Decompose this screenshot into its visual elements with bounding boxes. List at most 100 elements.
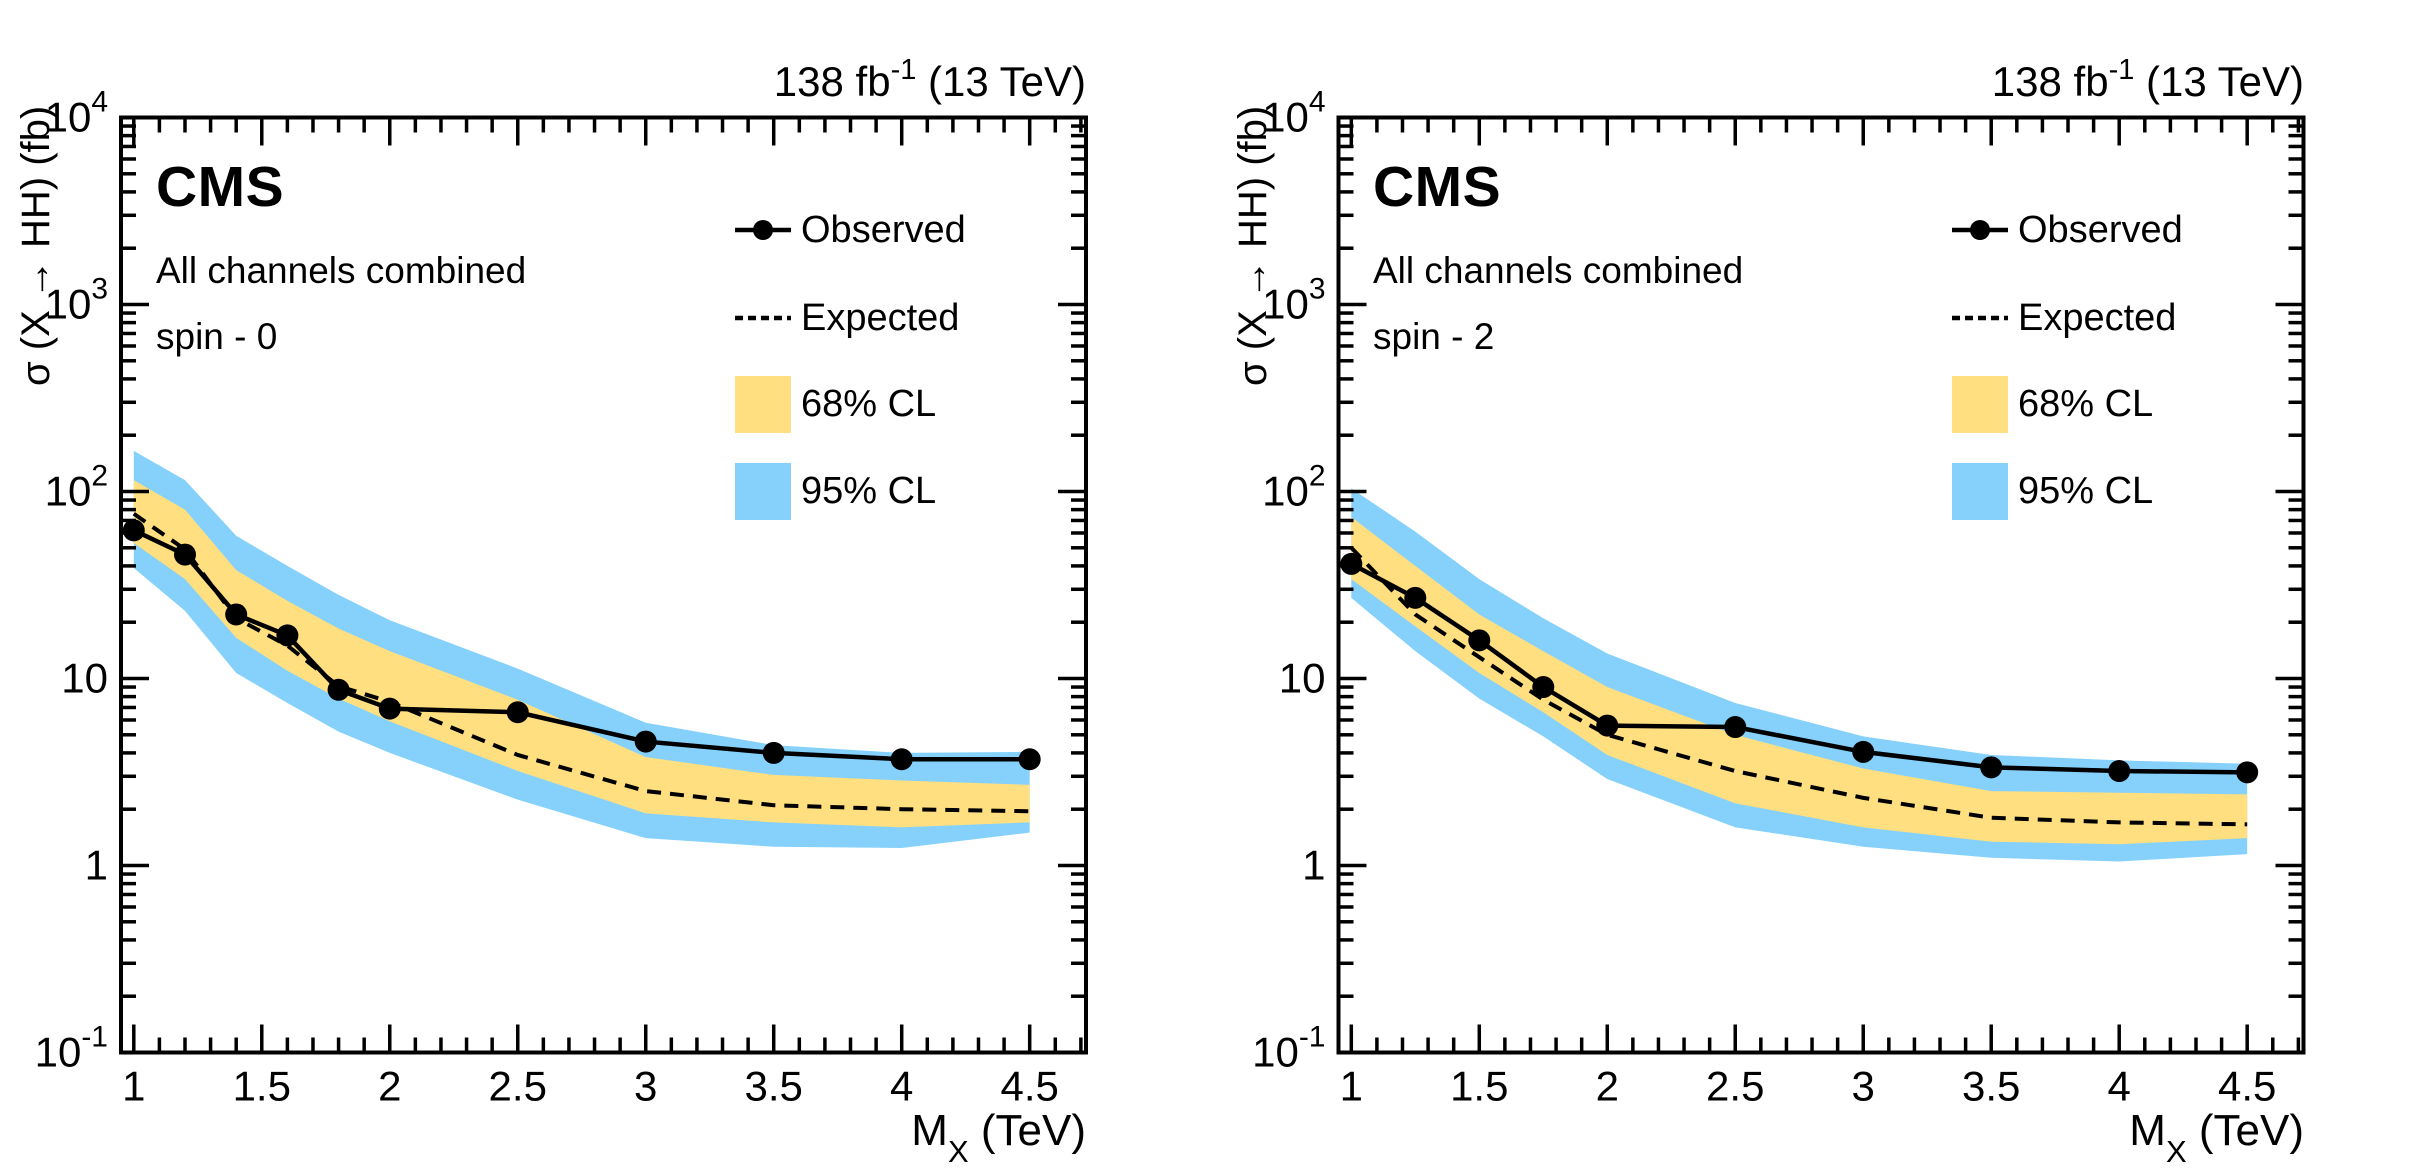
observed-marker	[1596, 714, 1619, 737]
y-tick-label: 102	[45, 460, 108, 515]
y-axis-title: σ (X → HH) (fb)	[14, 105, 58, 386]
lumi-energy: (13 TeV)	[916, 58, 1086, 105]
legend-label-observed: Observed	[801, 208, 966, 251]
observed-marker	[634, 730, 657, 753]
y-tick-label: 103	[1262, 273, 1325, 328]
y-tick-label: 1	[85, 842, 108, 889]
spin-label: spin - 0	[156, 316, 278, 357]
observed-sample-icon	[1952, 220, 2008, 240]
y-tick-label: 10	[1279, 655, 1326, 702]
x-tick-label: 4.5	[2218, 1063, 2276, 1110]
spin-label: spin - 2	[1373, 316, 1495, 357]
x-axis-subscript: X	[2165, 1133, 2187, 1169]
band-95-swatch-icon	[1952, 462, 2008, 520]
legend-item-95cl: 95% CL	[1952, 461, 2153, 521]
y-tick-label: 104	[1262, 86, 1325, 141]
x-tick-label: 4	[890, 1063, 913, 1110]
legend-label-observed: Observed	[2018, 208, 2183, 251]
observed-marker	[1018, 748, 1041, 771]
x-tick-label: 1.5	[233, 1063, 291, 1110]
legend-item-95cl: 95% CL	[735, 461, 936, 521]
legend-label-expected: Expected	[2018, 296, 2177, 339]
lumi-value: 138 fb	[1991, 58, 2109, 105]
observed-marker	[173, 543, 196, 566]
lumi-exponent: -1	[2108, 54, 2135, 86]
y-tick-label: 1	[1302, 842, 1325, 889]
observed-marker	[327, 678, 350, 701]
observed-marker	[2108, 760, 2131, 783]
band-68cl	[1351, 517, 2248, 845]
cms-logo-text: CMS	[156, 155, 285, 219]
observed-marker	[2236, 761, 2259, 784]
legend-item-68cl: 68% CL	[735, 374, 936, 434]
x-tick-label: 2	[378, 1063, 401, 1110]
observed-marker	[1468, 629, 1491, 652]
limit-plot-spin-2: 1 1.5 2 2.5 3 3.5 4 4.5 10-1 1 10 102 103 104 σ (X → …	[1217, 0, 2435, 1173]
observed-marker	[122, 519, 145, 542]
x-axis-symbol: M	[2129, 1106, 2166, 1155]
x-axis-subscript: X	[947, 1133, 969, 1169]
lumi-energy: (13 TeV)	[2134, 58, 2304, 105]
band-68cl	[133, 480, 1030, 828]
legend-item-expected: Expected	[1952, 288, 2176, 348]
chart-canvas-spin-0: 1 1.5 2 2.5 3 3.5 4 4.5 10-1 1 10 102 103 104	[35, 86, 1088, 1110]
y-tick-label: 10	[61, 655, 108, 702]
x-axis-unit: (TeV)	[968, 1106, 1086, 1155]
legend: Observed Expected 68% CL 95% CL	[735, 200, 1155, 530]
observed-line	[1350, 561, 2248, 775]
observed-marker	[1724, 716, 1747, 739]
x-tick-label: 3.5	[745, 1063, 803, 1110]
observed-marker	[225, 603, 248, 626]
legend: Observed Expected 68% CL 95% CL	[1952, 200, 2372, 530]
y-tick-label: 10-1	[35, 1021, 108, 1076]
x-axis-title: MX (TeV)	[911, 1106, 1086, 1167]
expected-sample-icon	[1952, 315, 2008, 321]
observed-marker	[1980, 756, 2003, 779]
x-tick-label: 4.5	[1000, 1063, 1058, 1110]
observed-marker	[1404, 586, 1427, 609]
y-tick-label: 103	[45, 273, 108, 328]
legend-label-95cl: 95% CL	[801, 469, 937, 512]
legend-item-68cl: 68% CL	[1952, 374, 2153, 434]
band-68-swatch-icon	[1952, 375, 2008, 433]
lumi-value: 138 fb	[773, 58, 891, 105]
plot-frame	[119, 115, 1088, 1055]
x-tick-label: 1	[122, 1063, 145, 1110]
y-tick-label: 104	[45, 86, 108, 141]
legend-item-observed: Observed	[735, 200, 966, 260]
limit-plot-spin-0: 1 1.5 2 2.5 3 3.5 4 4.5 10-1 1 10 102 103 104 σ (X → …	[0, 0, 1217, 1173]
cms-logo-text: CMS	[1373, 155, 1502, 219]
chart-canvas-spin-2: 1 1.5 2 2.5 3 3.5 4 4.5 10-1 1 10 102 103 104	[1252, 86, 2306, 1110]
y-tick-label: 10-1	[1252, 1021, 1325, 1076]
channel-label: All channels combined	[156, 250, 527, 291]
observed-marker	[890, 748, 913, 771]
band-95cl	[133, 450, 1030, 849]
legend-item-expected: Expected	[735, 288, 959, 348]
observed-marker	[506, 701, 529, 724]
x-tick-label: 2.5	[489, 1063, 547, 1110]
legend-item-observed: Observed	[1952, 200, 2183, 260]
observed-marker	[276, 624, 299, 647]
legend-label-68cl: 68% CL	[2018, 382, 2154, 425]
plot-frame	[1336, 115, 2306, 1055]
expected-sample-icon	[735, 315, 791, 321]
x-tick-label: 1.5	[1450, 1063, 1508, 1110]
band-68-swatch-icon	[735, 375, 791, 433]
y-tick-label: 102	[1262, 460, 1325, 515]
observed-marker	[378, 697, 401, 720]
lumi-exponent: -1	[890, 54, 917, 86]
x-tick-label: 4	[2108, 1063, 2131, 1110]
observed-sample-icon	[735, 220, 791, 240]
x-tick-label: 2	[1596, 1063, 1619, 1110]
legend-label-expected: Expected	[801, 296, 960, 339]
x-axis-unit: (TeV)	[2186, 1106, 2304, 1155]
legend-label-68cl: 68% CL	[801, 382, 937, 425]
x-axis-symbol: M	[911, 1106, 948, 1155]
x-axis-title: MX (TeV)	[2129, 1106, 2304, 1167]
observed-marker	[762, 741, 785, 764]
observed-marker	[1852, 740, 1875, 763]
legend-label-95cl: 95% CL	[2018, 469, 2154, 512]
band-95-swatch-icon	[735, 462, 791, 520]
x-tick-label: 1	[1340, 1063, 1363, 1110]
